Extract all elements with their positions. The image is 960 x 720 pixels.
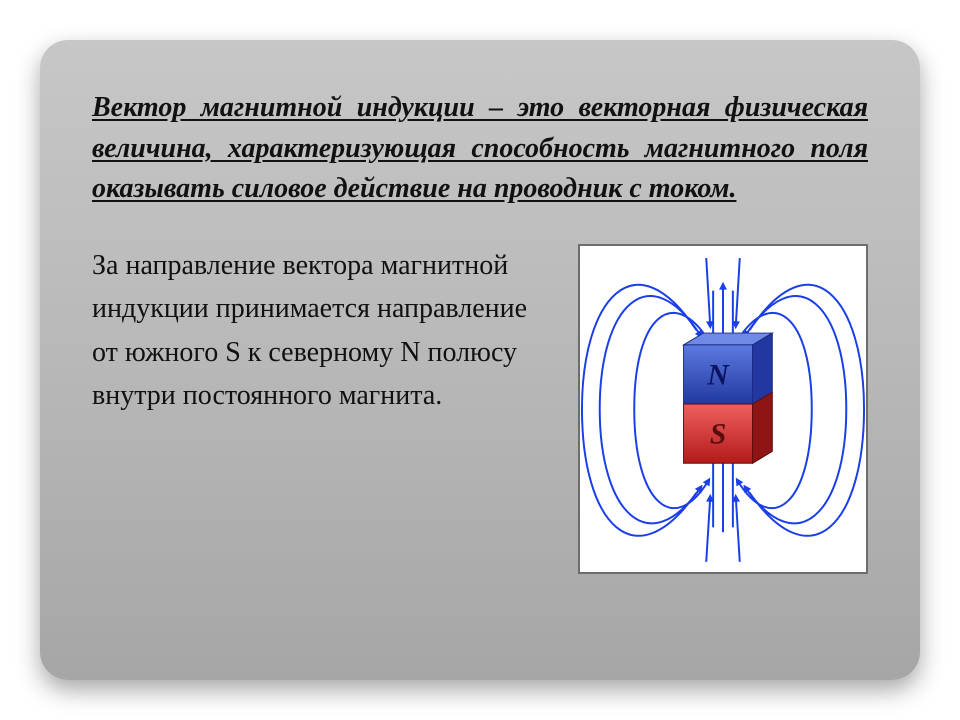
magnet-figure: N S (578, 244, 868, 574)
bar-magnet: N S (684, 333, 773, 463)
body-paragraph: За направление вектора магнитной индукци… (92, 244, 554, 418)
magnet-field-svg: N S (580, 244, 866, 574)
slide-card: Вектор магнитной индукции – это векторна… (40, 40, 920, 680)
north-label: N (706, 359, 730, 391)
definition-paragraph: Вектор магнитной индукции – это векторна… (92, 88, 868, 210)
south-label: S (710, 418, 726, 450)
content-row: За направление вектора магнитной индукци… (92, 244, 868, 574)
